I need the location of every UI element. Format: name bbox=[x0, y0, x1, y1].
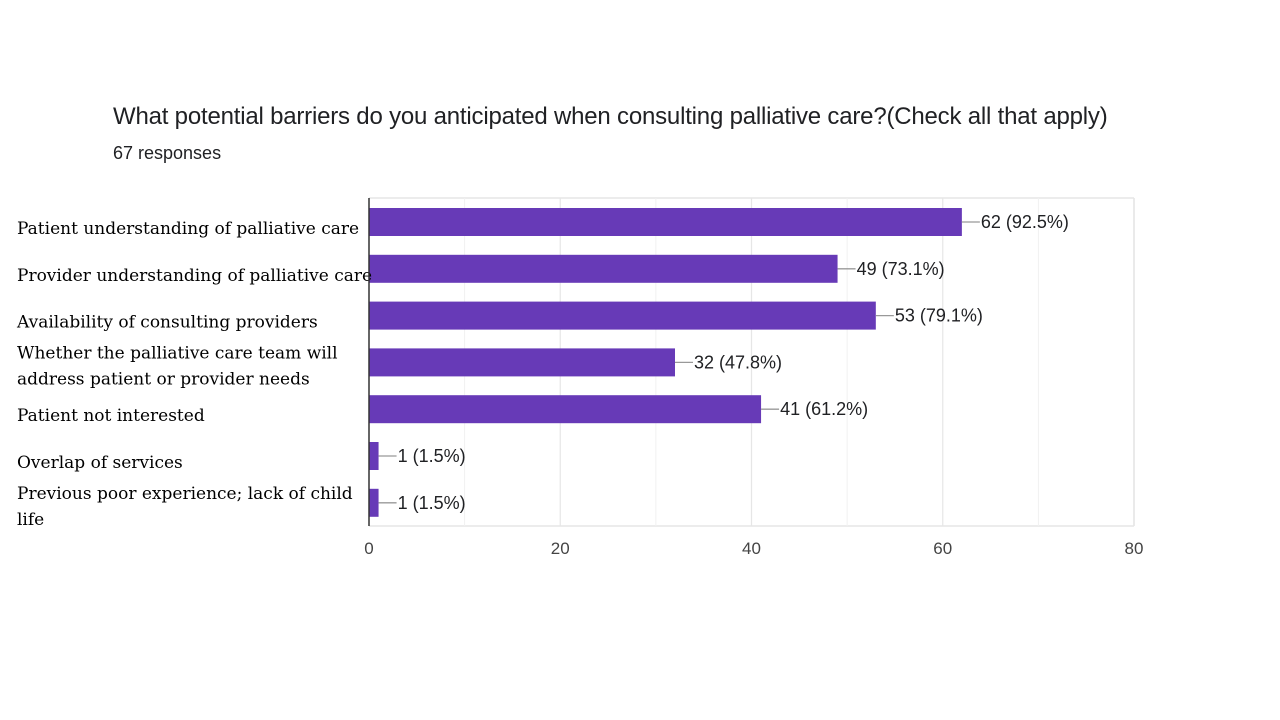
bar bbox=[369, 348, 675, 377]
bar bbox=[369, 442, 379, 470]
data-label: 32 (47.8%) bbox=[694, 352, 782, 372]
chart-title: What potential barriers do you anticipat… bbox=[113, 103, 1108, 130]
category-label: Overlap of services bbox=[17, 453, 183, 473]
category-label: Provider understanding of palliative car… bbox=[17, 266, 372, 286]
data-label: 62 (92.5%) bbox=[981, 212, 1069, 232]
category-label: Previous poor experience; lack of child bbox=[17, 484, 353, 504]
label-layer: 0 20 40 60 80 62 (92.5%) Patient understanding… bbox=[16, 198, 1143, 558]
bar bbox=[369, 395, 762, 424]
x-tick-label: 80 bbox=[1125, 539, 1144, 558]
bar bbox=[369, 254, 838, 283]
category-label: Availability of consulting providers bbox=[16, 313, 318, 333]
category-label: address patient or provider needs bbox=[17, 369, 310, 389]
data-label: 53 (79.1%) bbox=[895, 306, 983, 326]
bar-layer bbox=[369, 208, 980, 517]
x-tick-label: 20 bbox=[551, 539, 570, 558]
data-label: 1 (1.5%) bbox=[398, 446, 466, 466]
data-label: 49 (73.1%) bbox=[857, 259, 945, 279]
x-tick-label: 0 bbox=[364, 539, 373, 558]
category-label: Patient understanding of palliative care bbox=[17, 219, 359, 239]
category-label: life bbox=[17, 510, 44, 530]
bar bbox=[369, 208, 962, 236]
data-label: 1 (1.5%) bbox=[398, 493, 466, 513]
bar bbox=[369, 301, 876, 330]
bar bbox=[369, 488, 379, 517]
x-tick-label: 40 bbox=[742, 539, 761, 558]
category-label: Whether the palliative care team will bbox=[17, 343, 338, 363]
data-label: 41 (61.2%) bbox=[780, 399, 868, 419]
response-count: 67 responses bbox=[113, 143, 222, 163]
x-tick-label: 60 bbox=[933, 539, 952, 558]
category-label: Patient not interested bbox=[17, 406, 205, 426]
